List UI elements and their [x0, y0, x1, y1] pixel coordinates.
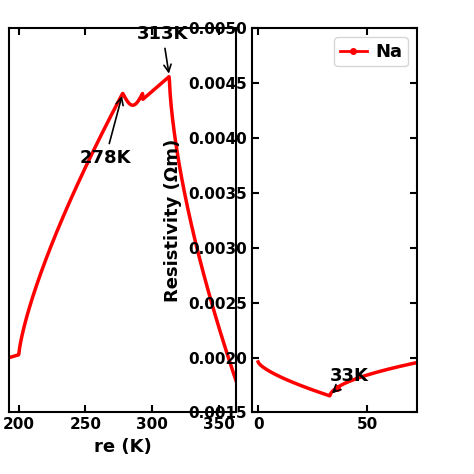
Text: 33K: 33K: [330, 367, 369, 392]
Text: 313K: 313K: [137, 25, 188, 72]
Legend: Na: Na: [334, 37, 408, 66]
Y-axis label: Resistivity (Ωm): Resistivity (Ωm): [164, 139, 182, 302]
X-axis label: re (K): re (K): [94, 438, 152, 456]
Text: 278K: 278K: [80, 98, 131, 167]
